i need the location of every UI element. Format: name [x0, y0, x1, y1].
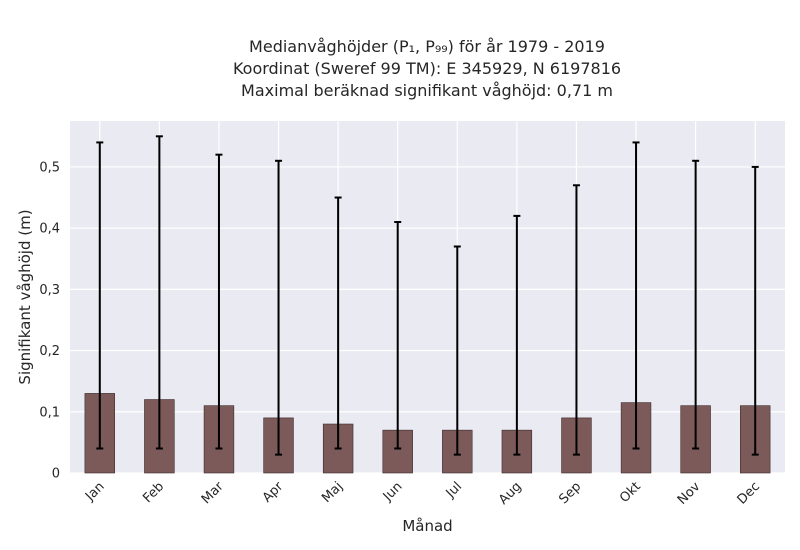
x-tick-label: Mar	[199, 479, 227, 507]
y-tick-label: 0,3	[39, 283, 60, 298]
error-bars	[96, 135, 759, 456]
error-bar-jan	[96, 141, 104, 450]
y-tick-label: 0,4	[39, 222, 60, 237]
error-bar-jul	[453, 245, 461, 456]
y-tick-label: 0,5	[39, 160, 60, 175]
error-bar-nov	[692, 159, 700, 450]
x-tick-label: Feb	[140, 479, 167, 506]
plot-area	[70, 121, 785, 473]
error-bar-maj	[334, 196, 342, 450]
chart-title-line: Medianvåghöjder (P₁, P₉₉) för år 1979 - …	[249, 37, 605, 56]
x-tick-label: Sep	[556, 479, 584, 507]
error-bar-dec	[751, 165, 759, 456]
error-bar-aug	[513, 214, 521, 456]
y-tick-label: 0,2	[39, 344, 60, 359]
x-tick-label: Okt	[617, 479, 644, 506]
error-bar-sep	[572, 184, 580, 456]
chart-title-line: Maximal beräknad signifikant våghöjd: 0,…	[241, 81, 613, 100]
x-tick-label: Maj	[319, 479, 346, 506]
error-bar-apr	[275, 159, 283, 456]
x-tick-label: Nov	[675, 479, 704, 508]
x-tick-label: Apr	[260, 479, 287, 506]
y-tick-label: 0	[52, 467, 60, 482]
y-tick-label: 0,1	[39, 405, 60, 420]
x-tick-label: Jun	[380, 479, 406, 505]
error-bar-feb	[155, 135, 163, 450]
y-axis-label: Signifikant våghöjd (m)	[16, 209, 34, 384]
x-tick-label: Aug	[496, 479, 525, 508]
x-tick-label: Jan	[82, 479, 107, 504]
x-axis-ticks: Jan Feb Mar Apr Maj Jun Jul Aug Sep Okt Nov Dec	[82, 479, 763, 508]
x-tick-label: Dec	[735, 479, 763, 507]
error-bar-mar	[215, 153, 223, 450]
chart-title: Medianvåghöjder (P₁, P₉₉) för år 1979 - …	[233, 37, 621, 100]
y-axis-ticks: 0 0,1 0,2 0,3 0,4 0,5	[39, 160, 60, 481]
error-bar-jun	[394, 221, 402, 450]
x-axis-label: Månad	[402, 517, 452, 535]
chart-title-line: Koordinat (Sweref 99 TM): E 345929, N 61…	[233, 59, 621, 78]
x-tick-label: Jul	[443, 479, 465, 501]
error-bar-okt	[632, 141, 640, 450]
